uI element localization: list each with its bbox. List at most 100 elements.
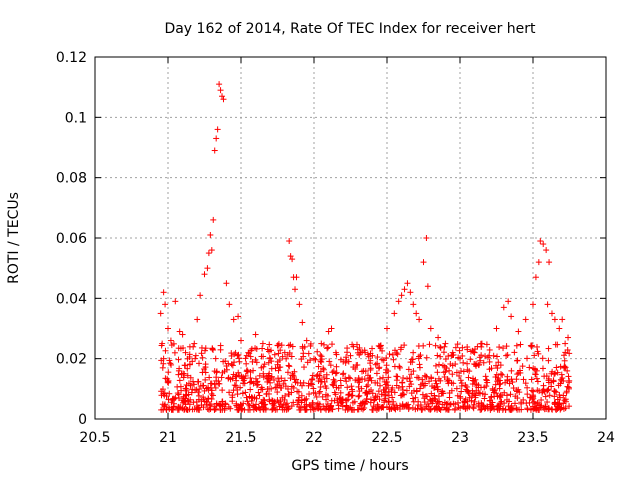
data-point	[385, 374, 392, 381]
data-point	[434, 383, 441, 390]
data-point	[427, 325, 434, 332]
data-point	[403, 401, 410, 408]
data-point	[240, 380, 247, 387]
data-point	[403, 387, 410, 394]
data-point	[452, 344, 459, 351]
data-point	[472, 394, 479, 401]
data-point	[542, 393, 549, 400]
data-point	[189, 386, 196, 393]
x-axis-ticks: 20.5 21 21.5 22 22.5 23 23.5 24	[79, 57, 615, 446]
data-point	[520, 396, 527, 403]
data-point	[343, 378, 350, 385]
data-point	[311, 355, 317, 362]
data-point	[358, 385, 365, 392]
data-point	[231, 382, 238, 389]
data-point	[463, 386, 470, 393]
data-point	[459, 344, 466, 351]
data-point	[217, 87, 224, 94]
data-point	[508, 367, 515, 374]
data-point	[423, 403, 430, 410]
data-point	[486, 358, 493, 365]
data-point	[295, 397, 302, 404]
data-point	[183, 392, 190, 399]
data-point	[247, 386, 254, 393]
data-point	[317, 368, 324, 375]
data-point	[497, 401, 504, 408]
data-point	[171, 349, 178, 356]
data-point	[389, 394, 396, 401]
data-point	[228, 350, 235, 357]
data-point	[211, 406, 218, 413]
data-point	[471, 398, 478, 405]
data-point	[198, 350, 205, 357]
data-point	[463, 383, 470, 390]
data-point	[349, 392, 356, 399]
data-point	[165, 325, 171, 332]
data-point	[450, 400, 457, 407]
data-point	[210, 216, 217, 223]
data-point	[229, 392, 236, 399]
data-point	[384, 368, 391, 375]
data-point	[410, 387, 417, 394]
data-point	[301, 343, 308, 350]
data-point	[531, 365, 538, 372]
data-point	[497, 394, 504, 401]
data-point	[182, 362, 189, 369]
data-point	[166, 357, 173, 364]
data-point	[449, 349, 456, 356]
data-point	[309, 372, 316, 379]
data-point	[420, 342, 427, 349]
data-point	[192, 355, 199, 362]
data-point	[494, 353, 501, 360]
data-point	[482, 353, 489, 360]
data-point	[475, 382, 482, 389]
data-point	[524, 406, 531, 413]
data-point	[281, 377, 288, 384]
data-point	[555, 382, 562, 389]
data-point	[207, 384, 214, 391]
data-point	[552, 341, 559, 348]
data-point	[342, 406, 349, 413]
data-point	[561, 357, 568, 364]
data-point	[293, 274, 300, 281]
data-point	[278, 375, 285, 382]
data-point	[186, 361, 193, 368]
data-point	[429, 383, 436, 390]
data-point	[284, 369, 291, 376]
data-point	[288, 353, 295, 360]
data-point	[561, 397, 568, 404]
data-point	[453, 369, 460, 376]
data-point	[352, 365, 359, 372]
data-point	[406, 375, 413, 382]
data-point	[434, 352, 441, 359]
data-point	[187, 382, 194, 389]
data-point	[453, 385, 460, 392]
data-point	[445, 406, 452, 413]
data-point	[527, 342, 534, 349]
data-point	[219, 369, 226, 376]
data-point	[313, 373, 320, 380]
data-point	[524, 391, 531, 398]
data-point	[564, 346, 571, 353]
data-point	[501, 389, 508, 396]
data-point	[175, 345, 182, 352]
data-point	[496, 406, 503, 413]
data-point	[464, 366, 471, 373]
data-point	[219, 93, 226, 100]
data-point	[194, 316, 201, 323]
data-point	[510, 385, 517, 392]
data-point	[255, 404, 262, 411]
data-point	[260, 363, 267, 370]
data-point	[285, 342, 292, 349]
data-point	[456, 372, 463, 379]
data-point	[344, 349, 351, 356]
data-point	[301, 364, 308, 371]
data-point	[260, 374, 267, 381]
data-point	[328, 325, 335, 332]
data-point	[265, 390, 272, 397]
data-point	[467, 356, 474, 363]
data-point	[159, 340, 166, 347]
data-point	[359, 348, 366, 355]
data-point	[313, 393, 320, 400]
data-point	[434, 369, 441, 376]
